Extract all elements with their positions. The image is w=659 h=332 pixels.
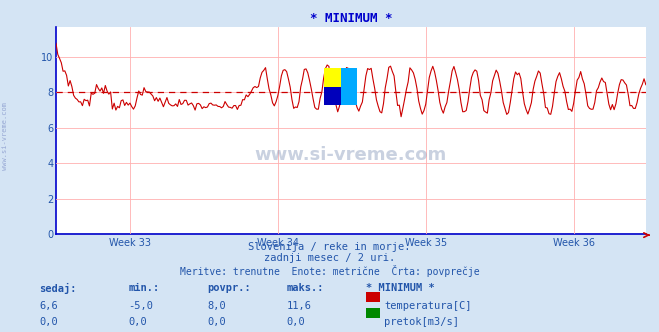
Text: Slovenija / reke in morje.: Slovenija / reke in morje. — [248, 242, 411, 252]
Text: min.:: min.: — [129, 283, 159, 293]
Text: -5,0: -5,0 — [129, 301, 154, 311]
Bar — [324, 68, 341, 87]
Text: * MINIMUM *: * MINIMUM * — [366, 283, 434, 293]
Text: 0,0: 0,0 — [287, 317, 305, 327]
Bar — [324, 87, 341, 106]
Text: povpr.:: povpr.: — [208, 283, 251, 293]
Bar — [341, 68, 357, 87]
Text: www.si-vreme.com: www.si-vreme.com — [255, 146, 447, 164]
Bar — [341, 87, 357, 106]
Text: www.si-vreme.com: www.si-vreme.com — [2, 102, 9, 170]
Text: 0,0: 0,0 — [40, 317, 58, 327]
Text: maks.:: maks.: — [287, 283, 324, 293]
Text: temperatura[C]: temperatura[C] — [384, 301, 472, 311]
Text: 0,0: 0,0 — [129, 317, 147, 327]
Text: Meritve: trenutne  Enote: metrične  Črta: povprečje: Meritve: trenutne Enote: metrične Črta: … — [180, 265, 479, 277]
Text: 11,6: 11,6 — [287, 301, 312, 311]
Text: 8,0: 8,0 — [208, 301, 226, 311]
Text: 0,0: 0,0 — [208, 317, 226, 327]
Text: 6,6: 6,6 — [40, 301, 58, 311]
Text: pretok[m3/s]: pretok[m3/s] — [384, 317, 459, 327]
Title: * MINIMUM *: * MINIMUM * — [310, 12, 392, 25]
Text: sedaj:: sedaj: — [40, 283, 77, 294]
Text: zadnji mesec / 2 uri.: zadnji mesec / 2 uri. — [264, 253, 395, 263]
